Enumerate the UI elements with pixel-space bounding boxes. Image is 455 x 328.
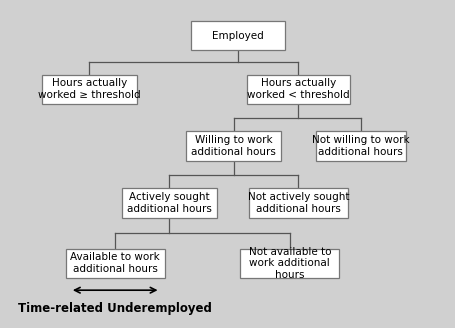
Text: Not available to
work additional
hours: Not available to work additional hours: [248, 247, 331, 280]
FancyBboxPatch shape: [247, 74, 350, 104]
FancyBboxPatch shape: [121, 188, 217, 218]
FancyBboxPatch shape: [187, 132, 281, 161]
Text: Employed: Employed: [212, 31, 264, 41]
FancyBboxPatch shape: [66, 249, 165, 278]
FancyBboxPatch shape: [191, 21, 285, 50]
FancyBboxPatch shape: [42, 74, 137, 104]
FancyBboxPatch shape: [249, 188, 348, 218]
FancyBboxPatch shape: [240, 249, 339, 278]
Text: Time-related Underemployed: Time-related Underemployed: [18, 301, 212, 315]
FancyBboxPatch shape: [316, 132, 406, 161]
Text: Willing to work
additional hours: Willing to work additional hours: [191, 135, 276, 157]
Text: Hours actually
worked ≥ threshold: Hours actually worked ≥ threshold: [38, 78, 141, 100]
Text: Hours actually
worked < threshold: Hours actually worked < threshold: [247, 78, 350, 100]
Text: Actively sought
additional hours: Actively sought additional hours: [126, 192, 212, 214]
Text: Available to work
additional hours: Available to work additional hours: [71, 252, 160, 274]
Text: Not actively sought
additional hours: Not actively sought additional hours: [248, 192, 349, 214]
Text: Not willing to work
additional hours: Not willing to work additional hours: [312, 135, 410, 157]
